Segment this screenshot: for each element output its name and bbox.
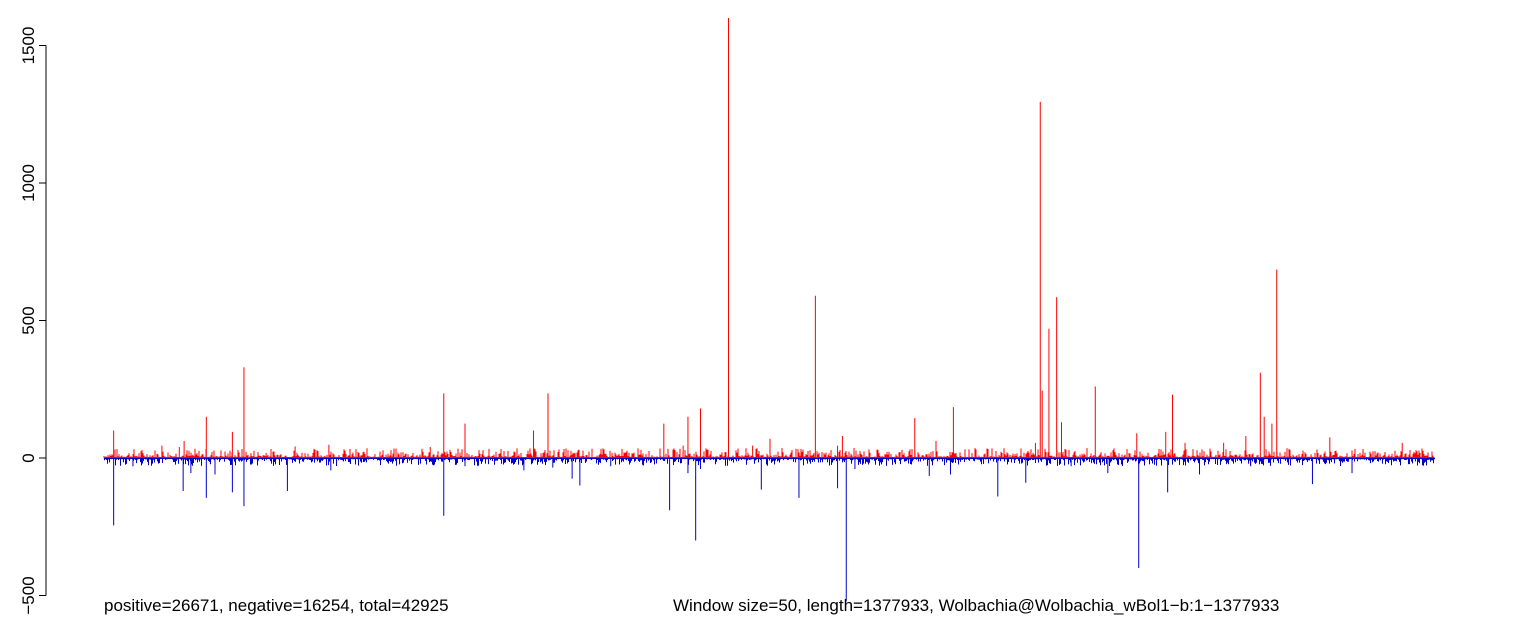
y-tick-label: 0 [19, 453, 38, 462]
bars-layer [113, 18, 1403, 601]
y-tick-label: −500 [19, 576, 38, 614]
counts-annotation: positive=26671, negative=16254, total=42… [104, 596, 449, 615]
y-axis: −500 0 500 1000 1500 [19, 27, 47, 615]
window-length-annotation: Window size=50, length=1377933, Wolbachi… [673, 596, 1280, 615]
y-tick-label: 1500 [19, 27, 38, 65]
y-tick-label: 500 [19, 306, 38, 334]
baseline-noise [103, 448, 1435, 466]
y-tick-label: 1000 [19, 164, 38, 202]
